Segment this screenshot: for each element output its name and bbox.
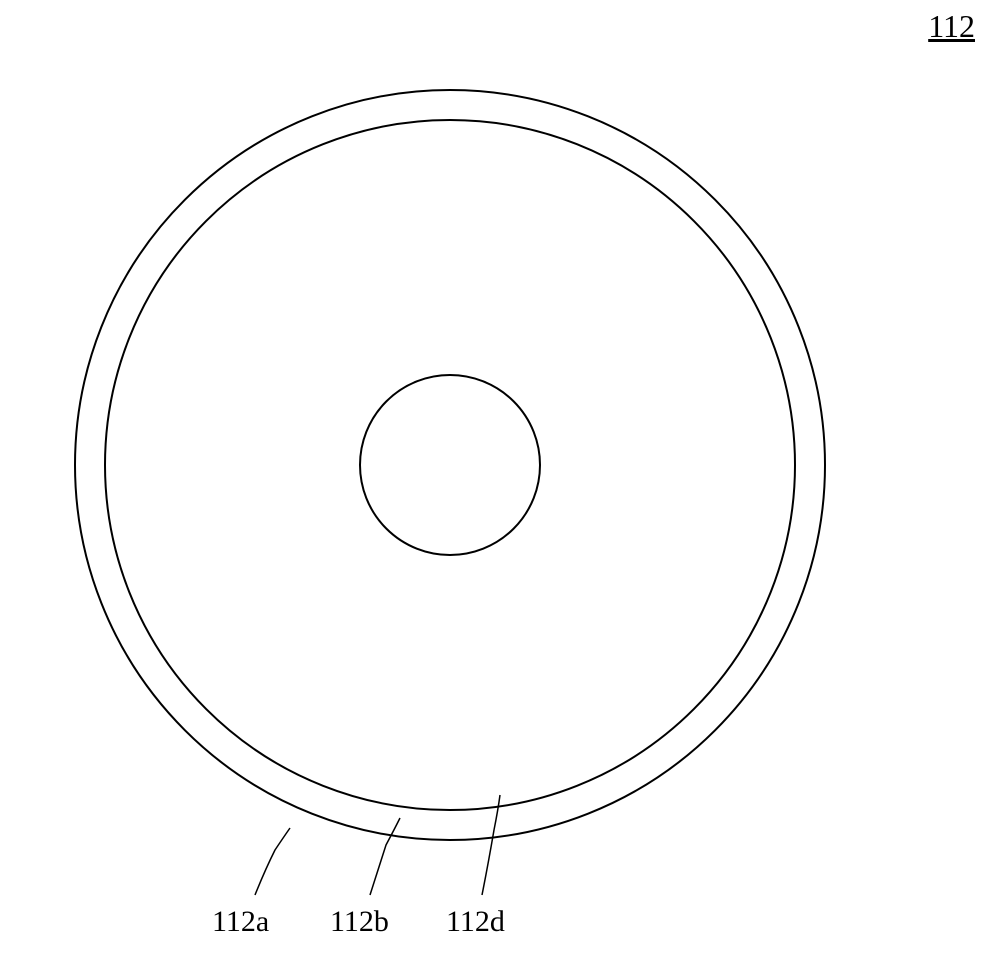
center-circle — [360, 375, 540, 555]
outer-circle — [75, 90, 825, 840]
inner-ring-circle — [105, 120, 795, 810]
callout-112a: 112a — [212, 905, 269, 939]
leader-112a — [255, 828, 290, 895]
callout-112d: 112d — [446, 905, 505, 939]
leader-112d — [482, 795, 500, 895]
figure-number-label: 112 — [928, 8, 975, 45]
leader-112b — [370, 818, 400, 895]
callout-112b: 112b — [330, 905, 389, 939]
diagram-svg — [0, 0, 1000, 965]
